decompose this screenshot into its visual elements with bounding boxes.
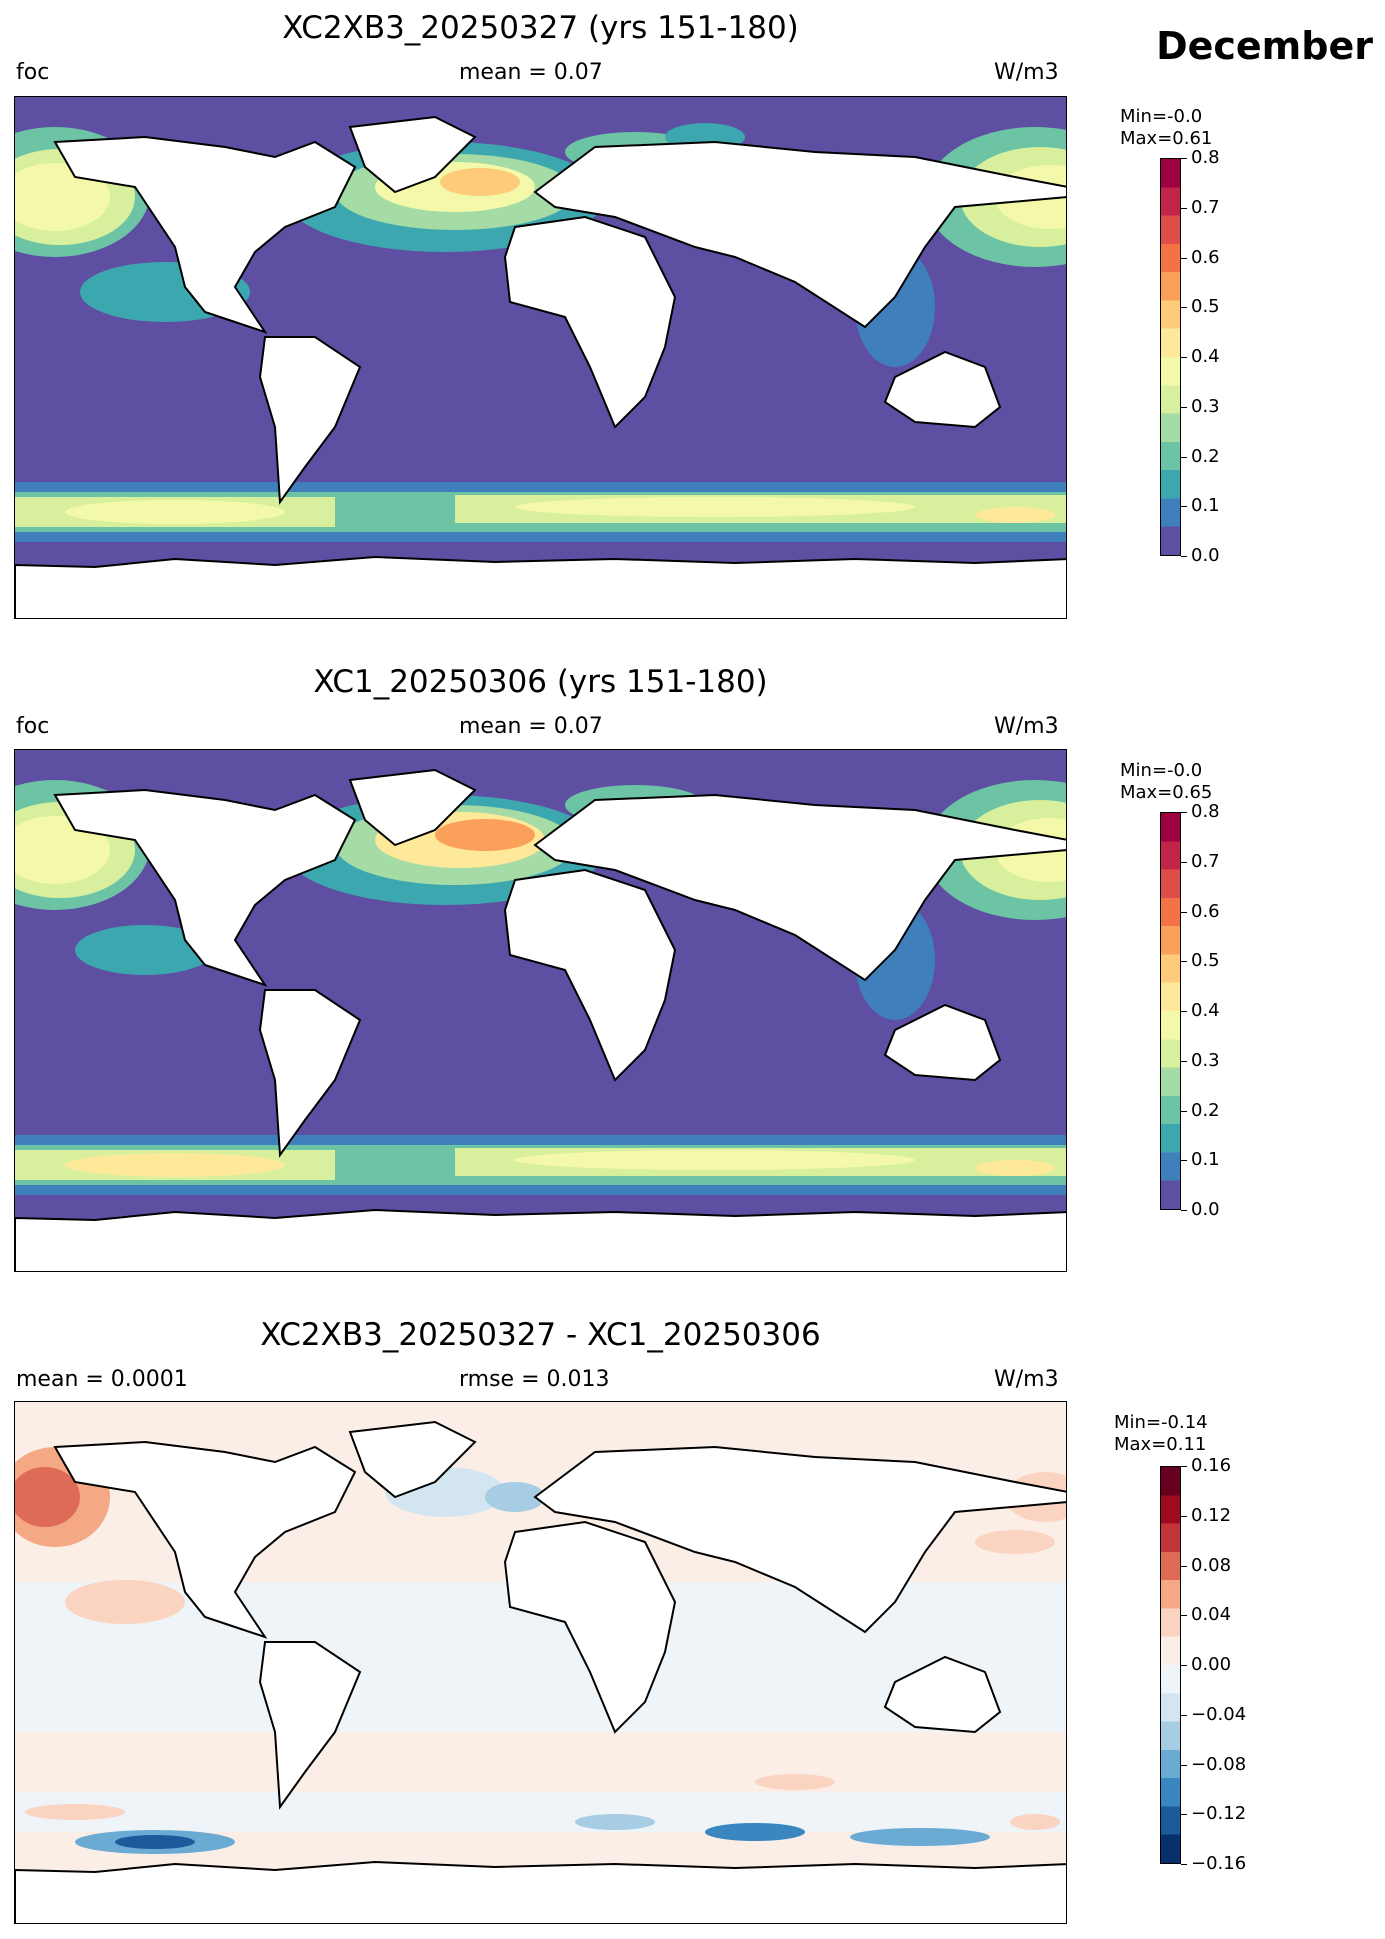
panel-3-title: XC2XB3_20250327 - XC1_20250306 bbox=[260, 1317, 821, 1353]
panel-1-variable-label: foc bbox=[16, 60, 50, 85]
colorbar-tick-label: 0.12 bbox=[1191, 1504, 1232, 1526]
panel-1-min-label: Min=-0.0 bbox=[1120, 106, 1203, 127]
colorbar-tick-label: 0.6 bbox=[1191, 246, 1220, 268]
colorbar-tick-label: 0.4 bbox=[1191, 346, 1220, 367]
panel-1-title: XC2XB3_20250327 (yrs 151-180) bbox=[282, 10, 799, 46]
colorbar-tick-label: 0.8 bbox=[1191, 147, 1220, 168]
colorbar-tick-label: 0.5 bbox=[1191, 950, 1220, 972]
colorbar-tick-label: 0.1 bbox=[1191, 1149, 1220, 1171]
panel-2-map bbox=[14, 749, 1067, 1272]
colorbar-tick-label: 0.00 bbox=[1191, 1654, 1232, 1675]
colorbar-tick-label: 0.3 bbox=[1191, 395, 1220, 417]
panel-3-colorbar bbox=[1160, 1466, 1181, 1864]
panel-1-mean-label: mean = 0.07 bbox=[459, 60, 603, 85]
panel-3-map bbox=[14, 1401, 1067, 1924]
panel-2-units-label: W/m3 bbox=[994, 714, 1059, 739]
panel-2-max-label: Max=0.65 bbox=[1120, 782, 1213, 803]
panel-2-variable-label: foc bbox=[16, 714, 50, 739]
colorbar-tick-label: 0.5 bbox=[1191, 296, 1220, 318]
colorbar-tick-label: 0.8 bbox=[1191, 801, 1220, 822]
colorbar-tick-label: 0.04 bbox=[1191, 1604, 1232, 1626]
colorbar-tick-mark bbox=[1181, 506, 1187, 508]
colorbar-tick-mark bbox=[1181, 1466, 1187, 1467]
colorbar-tick-mark bbox=[1181, 1814, 1187, 1816]
colorbar-tick-mark bbox=[1181, 1210, 1187, 1211]
colorbar-tick-mark bbox=[1181, 207, 1187, 209]
colorbar-tick-label: 0.2 bbox=[1191, 445, 1220, 467]
colorbar-tick-mark bbox=[1181, 961, 1187, 963]
panel-3-mean-label: mean = 0.0001 bbox=[16, 1367, 188, 1392]
colorbar-tick-mark bbox=[1181, 556, 1187, 557]
colorbar-tick-mark bbox=[1181, 456, 1187, 458]
colorbar-tick-label: 0.0 bbox=[1191, 545, 1220, 566]
colorbar-tick-mark bbox=[1181, 1764, 1187, 1766]
panel-1-units-label: W/m3 bbox=[994, 60, 1059, 85]
colorbar-tick-mark bbox=[1181, 1565, 1187, 1567]
colorbar-tick-mark bbox=[1181, 861, 1187, 863]
colorbar-tick-mark bbox=[1181, 1515, 1187, 1517]
panel-3-min-label: Min=-0.14 bbox=[1114, 1412, 1208, 1433]
colorbar-tick-label: −0.04 bbox=[1191, 1703, 1247, 1725]
colorbar-tick-label: −0.16 bbox=[1191, 1853, 1247, 1874]
colorbar-tick-mark bbox=[1181, 1864, 1187, 1865]
colorbar-tick-label: 0.6 bbox=[1191, 900, 1220, 922]
colorbar-tick-mark bbox=[1181, 812, 1187, 813]
colorbar-tick-mark bbox=[1181, 158, 1187, 159]
panel-2-min-label: Min=-0.0 bbox=[1120, 760, 1203, 781]
panel-3-units-label: W/m3 bbox=[994, 1367, 1059, 1392]
panel-3-max-label: Max=0.11 bbox=[1114, 1434, 1207, 1455]
panel-1-colorbar bbox=[1160, 158, 1181, 556]
panel-2-colorbar bbox=[1160, 812, 1181, 1210]
colorbar-tick-label: −0.08 bbox=[1191, 1753, 1247, 1775]
colorbar-tick-mark bbox=[1181, 1060, 1187, 1062]
colorbar-tick-label: 0.3 bbox=[1191, 1049, 1220, 1071]
colorbar-tick-label: 0.7 bbox=[1191, 850, 1220, 872]
colorbar-tick-label: 0.08 bbox=[1191, 1554, 1232, 1576]
colorbar-tick-mark bbox=[1181, 357, 1187, 358]
colorbar-tick-mark bbox=[1181, 1110, 1187, 1112]
colorbar-tick-label: 0.2 bbox=[1191, 1099, 1220, 1121]
panel-1-max-label: Max=0.61 bbox=[1120, 128, 1213, 149]
colorbar-tick-mark bbox=[1181, 1160, 1187, 1162]
colorbar-tick-mark bbox=[1181, 406, 1187, 408]
colorbar-tick-mark bbox=[1181, 911, 1187, 913]
colorbar-tick-mark bbox=[1181, 307, 1187, 309]
colorbar-tick-mark bbox=[1181, 257, 1187, 259]
colorbar-tick-mark bbox=[1181, 1615, 1187, 1617]
colorbar-tick-label: 0.4 bbox=[1191, 1000, 1220, 1021]
colorbar-tick-mark bbox=[1181, 1714, 1187, 1716]
panel-2-title: XC1_20250306 (yrs 151-180) bbox=[313, 664, 768, 700]
colorbar-tick-label: 0.16 bbox=[1191, 1455, 1232, 1476]
panel-1-map bbox=[14, 96, 1067, 619]
colorbar-tick-mark bbox=[1181, 1011, 1187, 1012]
panel-3-rmse-label: rmse = 0.013 bbox=[459, 1367, 610, 1392]
colorbar-tick-label: 0.0 bbox=[1191, 1199, 1220, 1220]
colorbar-tick-label: −0.12 bbox=[1191, 1803, 1247, 1825]
colorbar-tick-label: 0.1 bbox=[1191, 495, 1220, 517]
colorbar-tick-mark bbox=[1181, 1665, 1187, 1666]
colorbar-tick-label: 0.7 bbox=[1191, 196, 1220, 218]
month-label: December bbox=[1156, 24, 1373, 68]
panel-2-mean-label: mean = 0.07 bbox=[459, 714, 603, 739]
